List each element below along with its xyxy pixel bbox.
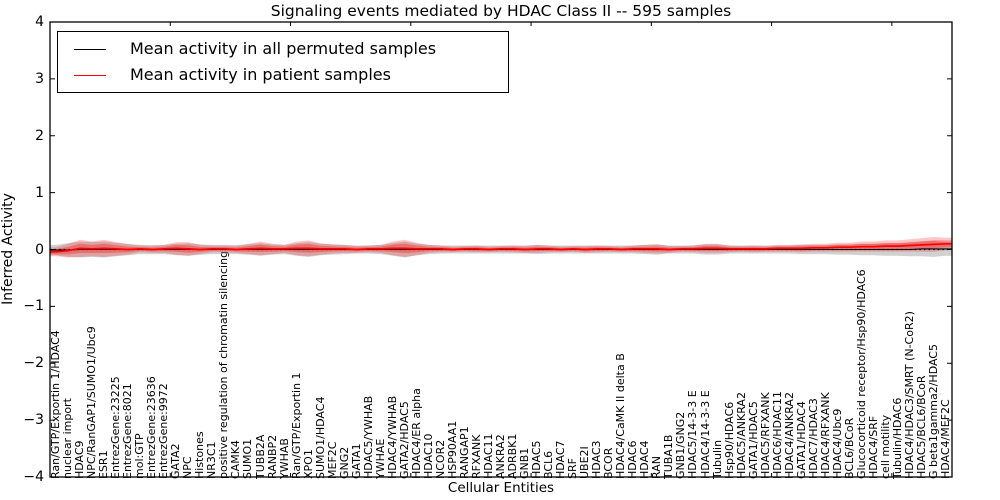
y-tick-label: −2 bbox=[23, 355, 44, 372]
legend: Mean activity in all permuted samples Me… bbox=[57, 31, 509, 93]
y-tick-label: 2 bbox=[35, 127, 44, 144]
y-tick-label: 3 bbox=[35, 70, 44, 87]
patient-line-swatch bbox=[74, 74, 106, 76]
y-tick-label: −1 bbox=[23, 298, 44, 315]
legend-item-permuted: Mean activity in all permuted samples bbox=[74, 39, 498, 59]
patient-std-band-inner bbox=[50, 240, 952, 255]
chart-title: Signaling events mediated by HDAC Class … bbox=[270, 2, 732, 20]
y-tick-label: 4 bbox=[35, 14, 44, 30]
legend-label-permuted: Mean activity in all permuted samples bbox=[130, 39, 437, 58]
legend-item-patient: Mean activity in patient samples bbox=[74, 65, 498, 85]
patient-std-band-outer bbox=[50, 237, 952, 258]
y-tick-label: −4 bbox=[23, 469, 44, 485]
y-tick-label: −3 bbox=[23, 412, 44, 429]
legend-label-patient: Mean activity in patient samples bbox=[130, 65, 391, 84]
patient-mean-line bbox=[50, 242, 952, 253]
permuted-line-swatch bbox=[74, 48, 106, 50]
x-axis-label: Cellular Entities bbox=[447, 480, 555, 496]
y-tick-label: 1 bbox=[35, 184, 44, 201]
y-tick-label: 0 bbox=[35, 241, 44, 258]
